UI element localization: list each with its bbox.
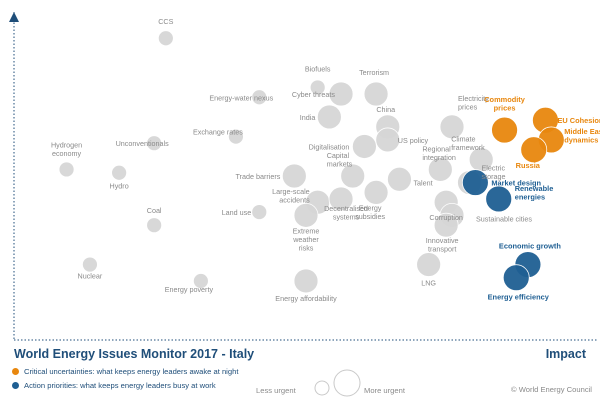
- data-label-unconventionals: Unconventionals: [116, 139, 170, 148]
- bubble-unconventionals: [146, 135, 163, 152]
- data-label-energy-poverty: Energy poverty: [165, 285, 214, 294]
- legend-label-action: Action priorities: what keeps energy lea…: [24, 381, 216, 390]
- data-label-renewable-energies: Renewable energies: [515, 184, 554, 202]
- size-legend-small-bubble: [314, 380, 330, 396]
- data-label-large-scale-accidents: Large-scale accidents: [272, 187, 310, 205]
- data-label-market-design: Market design: [491, 179, 541, 188]
- bubble-market-design: [461, 169, 489, 196]
- bubble-talent: [387, 166, 412, 192]
- bubble-energy-water-nexus: [251, 89, 268, 106]
- bubble-coal: [146, 217, 163, 234]
- data-label-biofuels: Biofuels: [305, 64, 331, 73]
- bubble-extreme-weather-risks: [293, 202, 319, 228]
- bubble-ccs: [157, 30, 174, 47]
- bubble-lng: [416, 252, 442, 277]
- data-label-lng: LNG: [421, 279, 436, 288]
- bubble-russia: [520, 136, 548, 164]
- data-label-exchange-rates: Exchange rates: [193, 128, 243, 137]
- data-label-extreme-weather-risks: Extreme weather risks: [292, 226, 319, 252]
- data-label-nuclear: Nuclear: [78, 272, 103, 281]
- data-label-middle-east-dynamics: Middle Eastdynamics: [564, 127, 600, 145]
- data-label-energy-affordability: Energy affordability: [275, 294, 337, 303]
- bubble-us-policy: [375, 127, 401, 153]
- data-label-hydro: Hydro: [110, 182, 129, 191]
- bubble-trade-barriers: [281, 163, 307, 189]
- size-legend-more: More urgent: [364, 386, 406, 395]
- data-label-sustainable-cities: Sustainable cities: [476, 214, 532, 223]
- data-label-land-use: Land use: [222, 208, 252, 217]
- copyright: © World Energy Council: [510, 385, 592, 394]
- bubble-hydro: [111, 164, 128, 181]
- data-label-digitalisation: Digitalisation: [309, 142, 350, 151]
- bubble-nuclear: [82, 256, 98, 273]
- data-label-electricity-prices: Electricity prices: [458, 94, 489, 112]
- data-label-terrorism: Terrorism: [359, 68, 389, 77]
- bubble-electricity-prices: [439, 114, 465, 140]
- data-label-talent: Talent: [413, 178, 432, 187]
- data-label-eu-cohesion: EU Cohesion: [557, 116, 600, 125]
- bubble-energy-affordability: [293, 268, 319, 294]
- bubble-decentralised-systems: [328, 186, 354, 212]
- bubble-innovative-transport: [433, 212, 459, 238]
- data-label-ccs: CCS: [158, 17, 173, 26]
- data-label-russia: Russia: [516, 161, 541, 170]
- data-label-cyber-threats: Cyber threats: [292, 90, 336, 99]
- data-label-innovative-transport: Innovative transport: [426, 236, 459, 254]
- bubble-cyber-threats: [328, 81, 354, 107]
- data-label-coal: Coal: [147, 206, 162, 215]
- y-axis-arrow-icon: [9, 12, 19, 22]
- bubble-land-use: [251, 204, 268, 220]
- data-label-us-policy: US policy: [398, 136, 429, 145]
- data-label-energy-subsidies: Energy subsidies: [355, 203, 385, 221]
- data-label-decentralised-systems: Decentralised systems: [324, 204, 368, 222]
- bubble-india: [316, 104, 342, 130]
- bubble-commodity-prices: [491, 116, 518, 144]
- data-label-hydrogen-economy: Hydrogen economy: [51, 140, 82, 158]
- bubble-energy-subsidies: [363, 179, 389, 205]
- bubble-renewable-energies: [485, 185, 513, 213]
- size-legend: Less urgent More urgent: [256, 369, 406, 397]
- legend-swatch-critical: [12, 368, 19, 375]
- data-label-corruption: Corruption: [429, 213, 463, 222]
- x-axis-label: Impact: [545, 347, 586, 361]
- bubble-exchange-rates: [228, 128, 244, 145]
- bubble-hydrogen-economy: [58, 161, 75, 178]
- bubble-energy-efficiency: [502, 264, 530, 292]
- bubble-digitalisation: [351, 134, 377, 159]
- size-legend-large-bubble: [333, 369, 361, 397]
- bubble-capital-markets: [340, 163, 366, 189]
- bubble-biofuels: [309, 79, 326, 96]
- legend-label-critical: Critical uncertainties: what keeps energ…: [24, 367, 239, 376]
- data-label-energy-water-nexus: Energy-water nexus: [209, 93, 273, 102]
- bubble-terrorism: [363, 81, 389, 107]
- data-label-india: India: [300, 113, 316, 122]
- legend-item-critical: Critical uncertainties: what keeps energ…: [12, 367, 238, 376]
- chart-title: World Energy Issues Monitor 2017 - Italy: [14, 347, 255, 361]
- bubble-regional-integration: [427, 157, 453, 182]
- bubble-energy-poverty: [192, 273, 209, 289]
- data-label-china: China: [376, 105, 395, 114]
- size-legend-less: Less urgent: [256, 386, 297, 395]
- data-label-economic-growth: Economic growth: [499, 242, 561, 251]
- data-label-energy-efficiency: Energy efficiency: [488, 293, 550, 302]
- data-label-trade-barriers: Trade barriers: [235, 172, 280, 181]
- legend-swatch-action: [12, 382, 19, 389]
- data-label-climate-framework: Climate framework: [451, 135, 485, 153]
- data-label-capital-markets: Capital markets: [327, 151, 353, 169]
- data-label-electric-storage: Electric storage: [482, 164, 506, 182]
- data-label-regional-integration: Regional integration: [422, 144, 456, 162]
- legend-item-action: Action priorities: what keeps energy lea…: [12, 381, 216, 390]
- data-label-commodity-prices: Commodity prices: [484, 95, 526, 113]
